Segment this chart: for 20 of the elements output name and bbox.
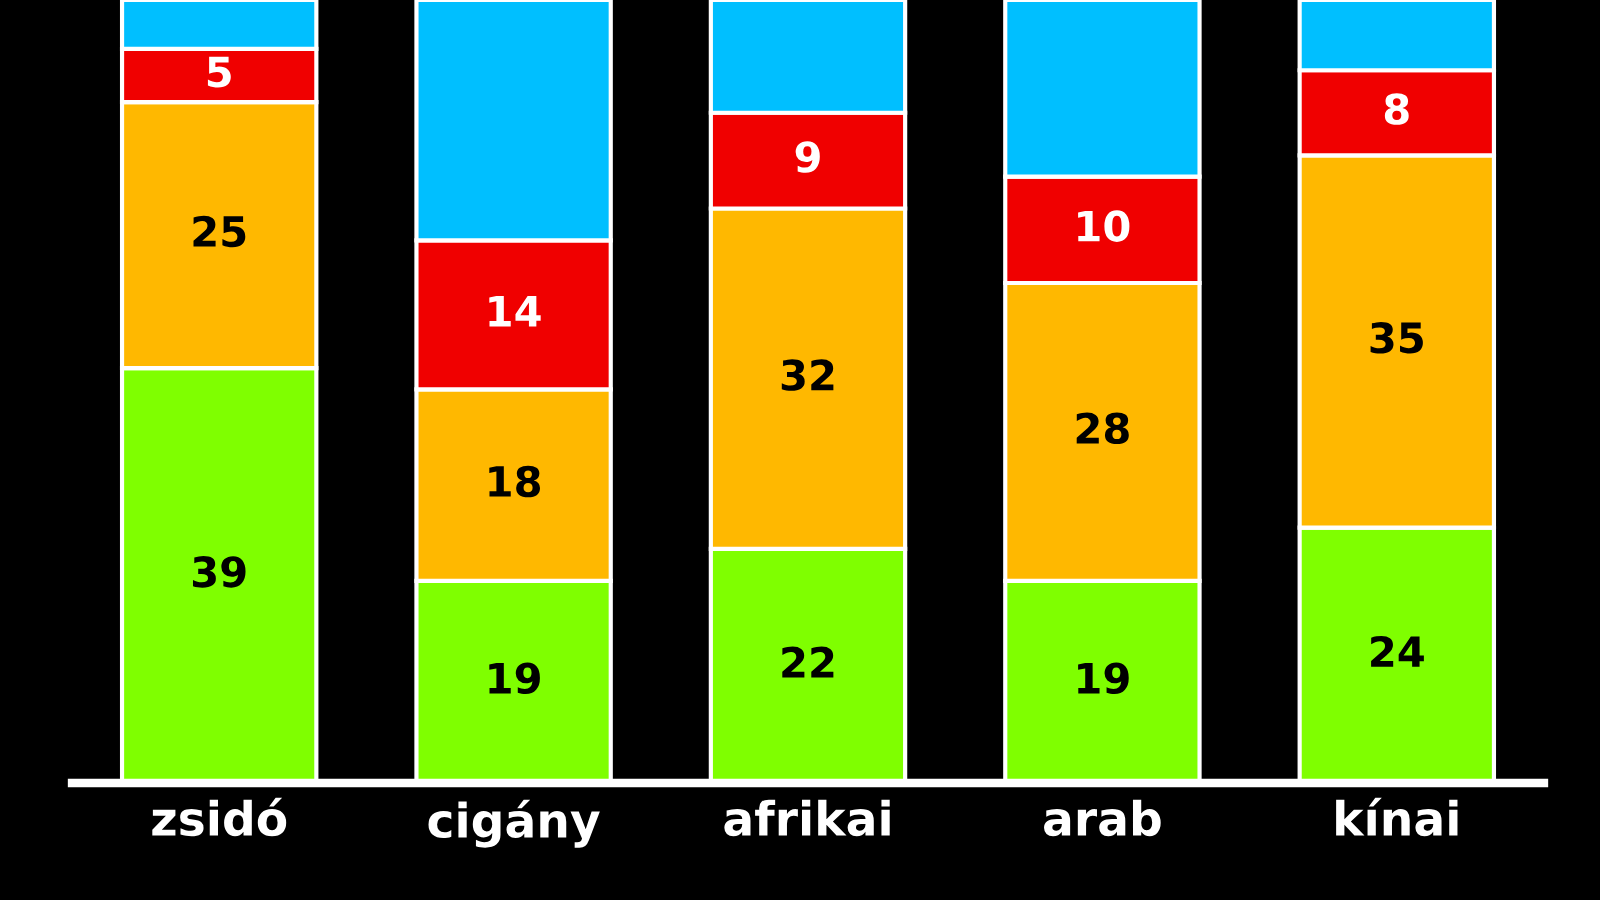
- data-label: 18: [489, 465, 541, 498]
- data-label: 9: [795, 141, 820, 173]
- x-tick-label: arab: [1044, 799, 1161, 837]
- data-label: 25: [193, 215, 246, 248]
- x-tick-label: afrikai: [724, 799, 890, 837]
- x-tick-label: cigány: [428, 799, 600, 848]
- data-label: 5: [207, 56, 231, 88]
- data-label: 24: [1371, 635, 1424, 667]
- data-label: 19: [1078, 662, 1129, 695]
- data-label: 19: [489, 662, 540, 695]
- data-label: 39: [193, 556, 246, 588]
- data-label: 14: [489, 296, 541, 327]
- x-tick-label: zsidó: [152, 797, 287, 837]
- data-label: 28: [1076, 412, 1129, 445]
- data-label: 8: [1384, 93, 1409, 125]
- data-label: 32: [781, 359, 834, 391]
- data-label: 35: [1370, 322, 1423, 354]
- data-label: 22: [782, 646, 834, 678]
- x-tick-label: kínai: [1336, 797, 1458, 837]
- data-label: 10: [1078, 210, 1130, 242]
